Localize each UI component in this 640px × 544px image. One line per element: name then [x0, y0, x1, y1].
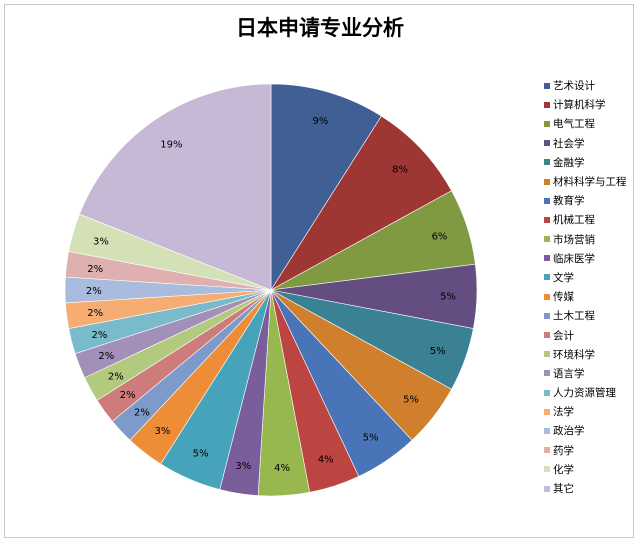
legend-label: 其它 — [553, 483, 574, 496]
data-label-7: 5% — [363, 433, 379, 444]
legend-item: 语言学 — [544, 364, 636, 383]
legend-label: 临床医学 — [553, 252, 595, 265]
legend-item: 计算机科学 — [544, 95, 636, 114]
legend-item: 土木工程 — [544, 306, 636, 325]
legend-swatch — [544, 351, 550, 358]
legend-item: 教育学 — [544, 191, 636, 210]
legend-swatch — [544, 332, 550, 339]
legend-item: 电气工程 — [544, 114, 636, 133]
legend-label: 法学 — [553, 406, 574, 419]
legend-label: 人力资源管理 — [553, 387, 616, 400]
legend-swatch — [544, 120, 550, 127]
legend-item: 艺术设计 — [544, 76, 636, 95]
data-label-12: 3% — [154, 426, 170, 437]
legend-swatch — [544, 485, 550, 492]
data-label-16: 2% — [98, 351, 114, 362]
data-label-8: 4% — [318, 455, 334, 466]
legend-swatch — [544, 370, 550, 377]
legend-label: 金融学 — [553, 156, 585, 169]
legend-item: 其它 — [544, 479, 636, 498]
legend-item: 金融学 — [544, 153, 636, 172]
legend-label: 电气工程 — [553, 118, 595, 131]
data-label-3: 6% — [432, 231, 448, 242]
legend-swatch — [544, 101, 550, 108]
legend-item: 政治学 — [544, 421, 636, 440]
legend-label: 环境科学 — [553, 348, 595, 361]
legend-item: 化学 — [544, 460, 636, 479]
legend-label: 机械工程 — [553, 214, 595, 227]
legend-label: 市场营销 — [553, 233, 595, 246]
legend-item: 社会学 — [544, 134, 636, 153]
data-label-4: 5% — [440, 292, 456, 303]
legend-swatch — [544, 293, 550, 300]
legend-item: 人力资源管理 — [544, 383, 636, 402]
legend-swatch — [544, 140, 550, 147]
data-label-9: 4% — [274, 463, 290, 474]
legend-label: 计算机科学 — [553, 99, 606, 112]
legend-label: 会计 — [553, 329, 574, 342]
chart-title: 日本申请专业分析 — [236, 16, 404, 40]
data-label-13: 2% — [134, 407, 150, 418]
legend-swatch — [544, 466, 550, 473]
legend-swatch — [544, 312, 550, 319]
legend-label: 传媒 — [553, 291, 574, 304]
legend-label: 药学 — [553, 444, 574, 457]
legend-swatch — [544, 216, 550, 223]
pie-slice-1 — [270, 83, 382, 292]
legend-label: 艺术设计 — [553, 80, 595, 93]
legend-label: 社会学 — [553, 137, 585, 150]
data-label-5: 5% — [430, 346, 446, 357]
data-label-6: 5% — [403, 395, 419, 406]
legend-item: 临床医学 — [544, 249, 636, 268]
legend-swatch — [544, 389, 550, 396]
data-label-15: 2% — [108, 371, 124, 382]
legend-swatch — [544, 274, 550, 281]
data-label-18: 2% — [87, 308, 103, 319]
legend-swatch — [544, 178, 550, 185]
data-label-22: 19% — [160, 140, 182, 151]
data-label-2: 8% — [392, 165, 408, 176]
legend-swatch — [544, 255, 550, 262]
legend-label: 文学 — [553, 271, 574, 284]
legend-swatch — [544, 447, 550, 454]
legend-swatch — [544, 236, 550, 243]
legend-item: 环境科学 — [544, 345, 636, 364]
legend-item: 机械工程 — [544, 210, 636, 229]
legend-swatch — [544, 82, 550, 89]
data-label-1: 9% — [312, 116, 328, 127]
legend-item: 法学 — [544, 402, 636, 421]
legend-item: 文学 — [544, 268, 636, 287]
pie-slice-2 — [270, 115, 452, 291]
legend-item: 会计 — [544, 325, 636, 344]
data-label-10: 3% — [235, 461, 251, 472]
legend-item: 材料科学与工程 — [544, 172, 636, 191]
data-label-11: 5% — [193, 449, 209, 460]
legend-swatch — [544, 197, 550, 204]
legend-label: 语言学 — [553, 367, 585, 380]
pie-slice-22 — [79, 83, 272, 291]
data-label-17: 2% — [91, 330, 107, 341]
data-label-21: 3% — [93, 237, 109, 248]
legend-label: 政治学 — [553, 425, 585, 438]
data-label-19: 2% — [86, 286, 102, 297]
legend-swatch — [544, 427, 550, 434]
data-label-14: 2% — [120, 390, 136, 401]
legend: 艺术设计计算机科学电气工程社会学金融学材料科学与工程 教育学机械工程市场营销临床医… — [544, 76, 636, 498]
legend-item: 市场营销 — [544, 230, 636, 249]
legend-label: 教育学 — [553, 195, 585, 208]
legend-swatch — [544, 159, 550, 166]
legend-swatch — [544, 408, 550, 415]
legend-item: 药学 — [544, 441, 636, 460]
legend-label: 化学 — [553, 463, 574, 476]
legend-item: 传媒 — [544, 287, 636, 306]
legend-label: 材料科学与工程 — [553, 176, 627, 189]
legend-label: 土木工程 — [553, 310, 595, 323]
data-label-20: 2% — [87, 264, 103, 275]
